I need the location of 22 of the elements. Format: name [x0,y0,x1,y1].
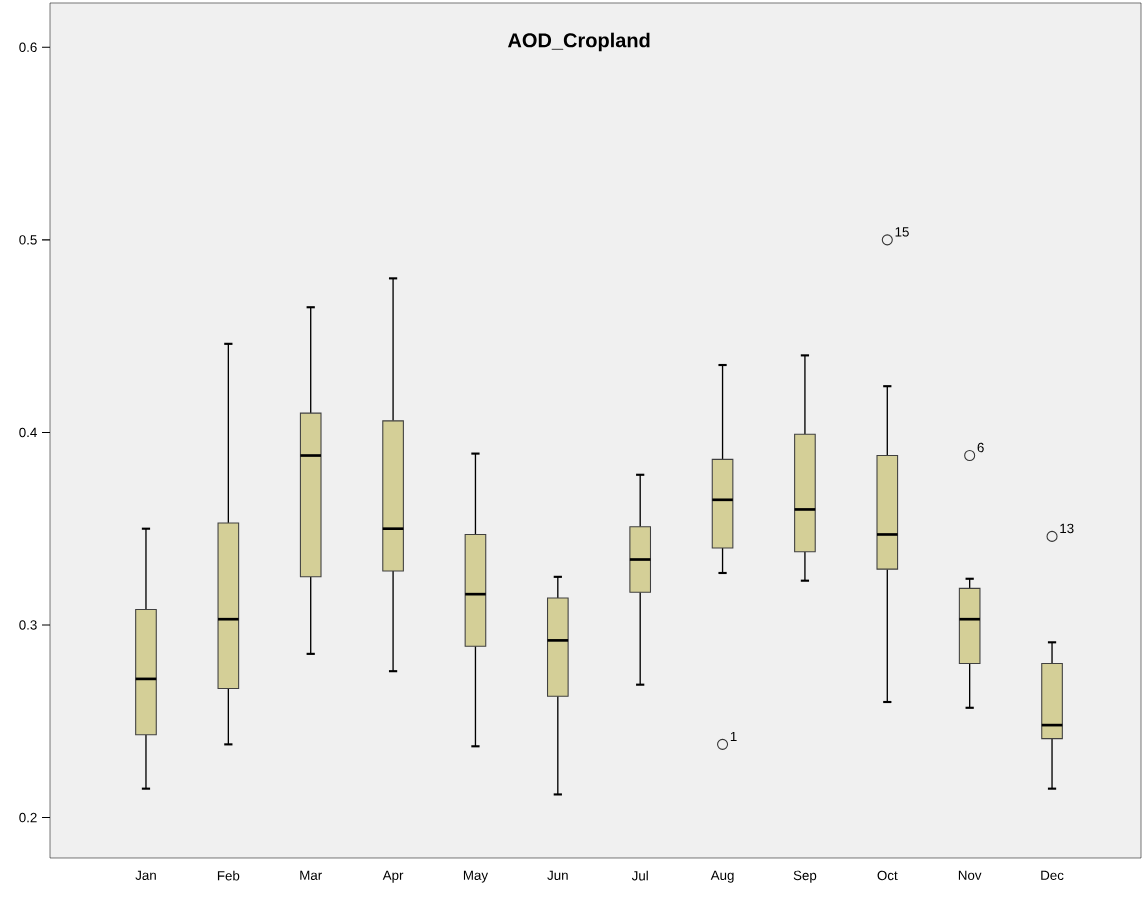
x-tick-label: Sep [793,870,817,883]
annotation: 13 [1060,523,1074,534]
x-tick-label: Mar [300,870,322,880]
y-tick-label: 0.5 [19,235,37,245]
annotation: 15 [895,227,909,237]
annotation: 6 [977,442,984,453]
y-tick-label: 0.3 [19,620,37,630]
x-tick-label: Jul [631,870,648,881]
x-tick-label: Aug [710,870,734,883]
x-tick-label: Jan [135,870,156,880]
x-tick-label: Feb [217,870,240,881]
x-tick-label: Dec [1041,870,1064,880]
x-tick-label: May [463,870,489,883]
y-tick-label: 0.6 [19,42,37,52]
annotation: 1 [730,731,737,742]
x-tick-label: Oct [877,870,898,881]
y-tick-label: 0.2 [19,812,37,823]
y-tick-label: 0.4 [19,427,37,438]
x-tick-label: Apr [382,870,404,883]
x-tick-label: Nov [958,870,982,880]
x-tick-label: Jun [547,870,568,880]
text: AOD_Cropland [507,32,650,52]
